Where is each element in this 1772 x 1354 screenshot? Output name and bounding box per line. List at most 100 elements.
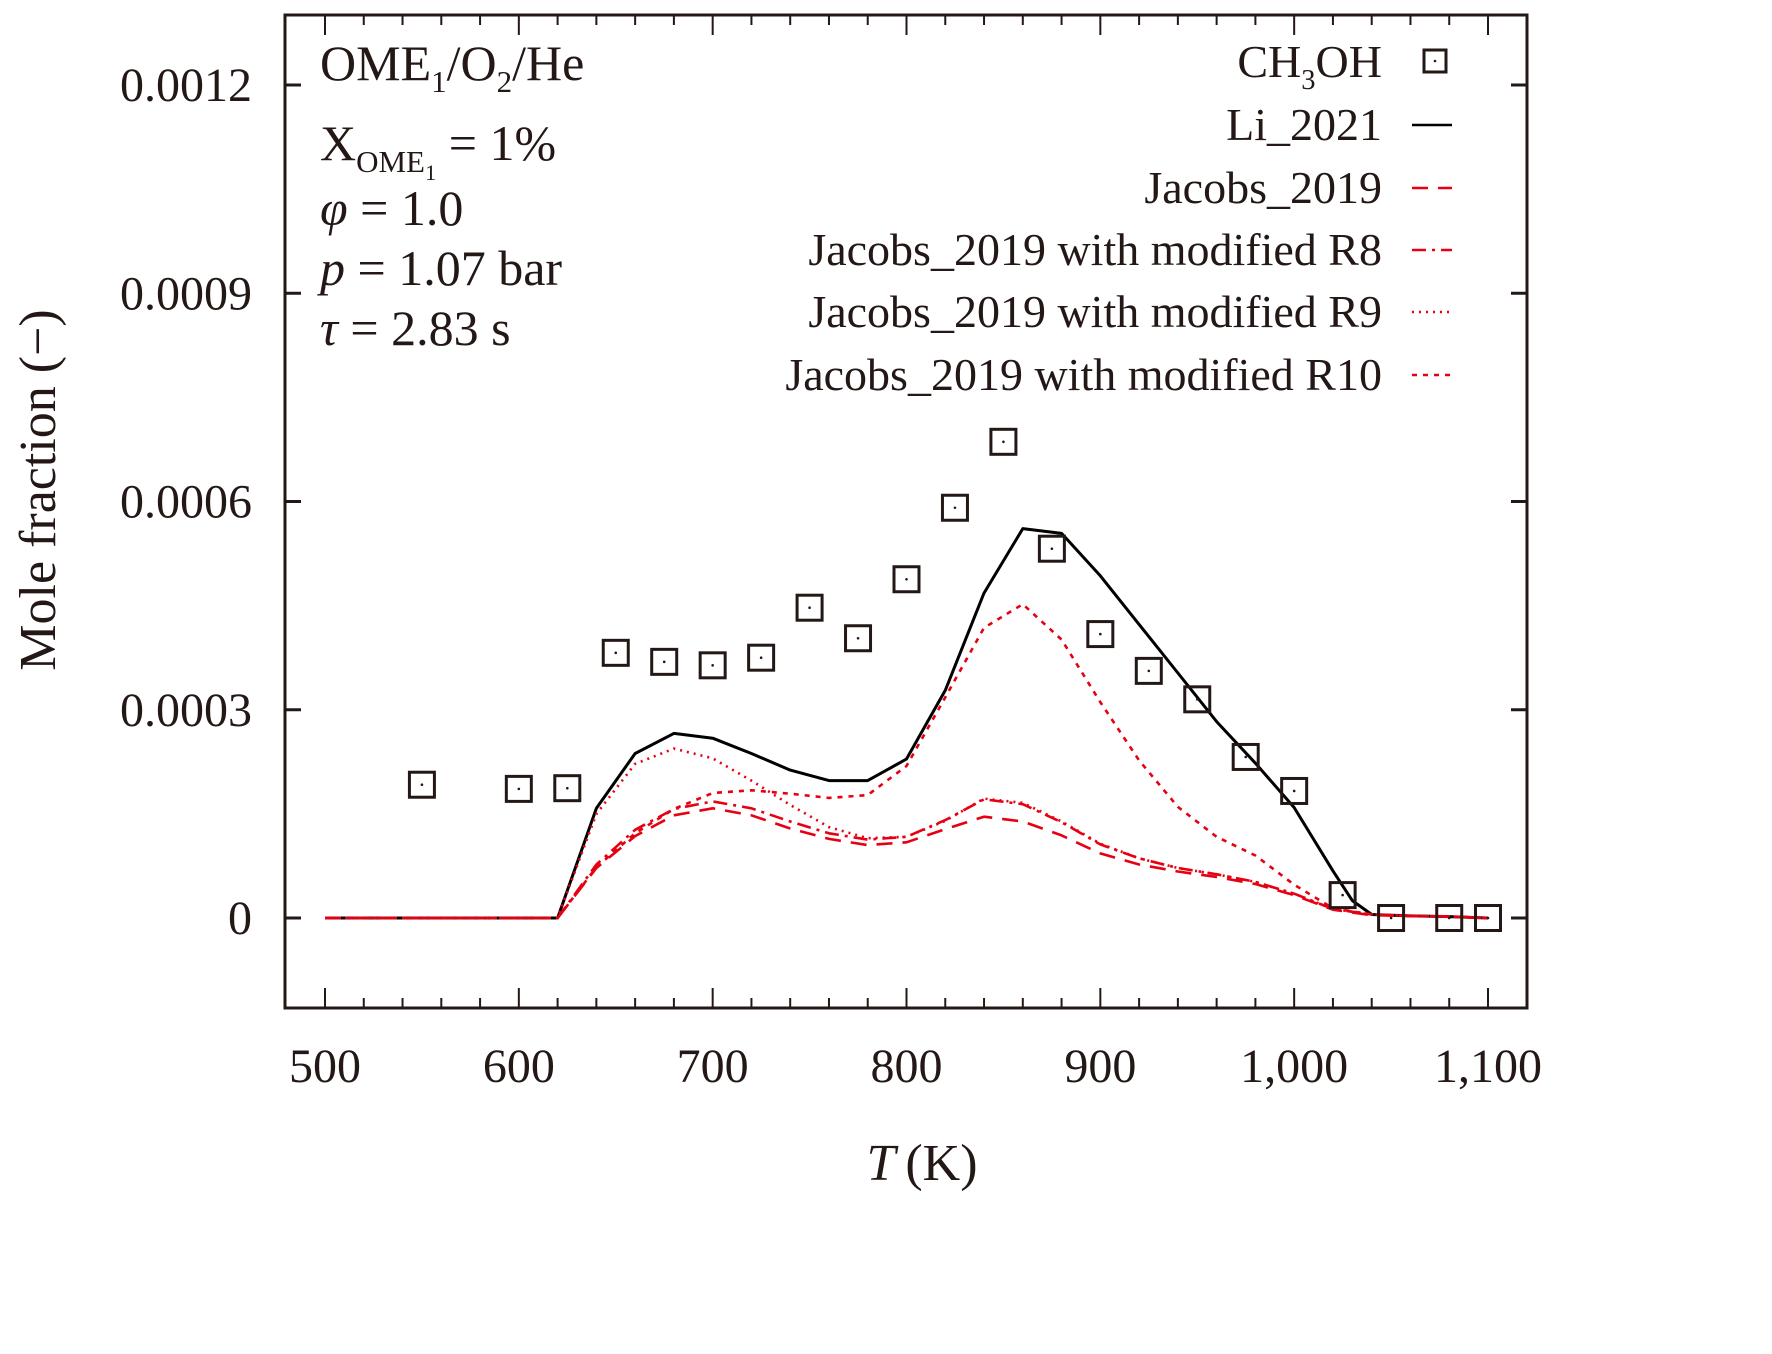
- series-line: [325, 806, 1489, 920]
- legend-item: Jacobs_2019: [1144, 162, 1452, 213]
- x-tick-label: 1,000: [1240, 1040, 1348, 1093]
- series-jacobs-2019-with-modified-r10: [325, 602, 1489, 920]
- legend-label: Li_2021: [1226, 99, 1382, 150]
- text-run: = 1%: [436, 115, 556, 171]
- square-marker: [553, 774, 582, 803]
- square-marker: [1474, 904, 1502, 932]
- data-point: [1377, 904, 1406, 932]
- data-point: [989, 427, 1018, 456]
- data-point: [553, 774, 582, 803]
- marker-center-dot: [856, 636, 860, 640]
- text-run: Jacobs_2019 with modified R9: [808, 286, 1382, 337]
- square-marker: [1134, 656, 1163, 685]
- square-marker: [601, 638, 630, 667]
- data-point: [1086, 620, 1115, 649]
- data-point: [747, 643, 776, 672]
- marker-center-dot: [1341, 893, 1344, 897]
- legend-item: Jacobs_2019 with modified R9: [808, 286, 1452, 337]
- legend-marker-dot: [1433, 59, 1437, 63]
- legend-square-marker: [1422, 48, 1448, 74]
- square-marker: [747, 643, 776, 672]
- marker-center-dot: [905, 577, 908, 581]
- text-run: CH: [1237, 36, 1301, 87]
- marker-center-dot: [420, 783, 424, 787]
- data-point: [892, 565, 921, 594]
- text-run: τ: [320, 300, 340, 356]
- text-run: Jacobs_2019 with modified R10: [785, 349, 1382, 400]
- text-run: φ: [320, 180, 348, 236]
- annotation-x: XOME1 = 1%: [320, 115, 556, 185]
- data-point: [795, 593, 824, 622]
- data-point: [1037, 534, 1066, 563]
- text-run: Jacobs_2019 with modified R8: [808, 224, 1382, 275]
- data-point: [1474, 904, 1502, 932]
- y-tick-labels: 0 0.0003 0.0006 0.0009 0.0012: [120, 59, 252, 945]
- text-run: 1: [425, 160, 436, 185]
- text-run: 1: [431, 64, 447, 99]
- square-marker: [940, 493, 969, 522]
- marker-center-dot: [1292, 789, 1296, 793]
- data-point: [1328, 881, 1357, 910]
- data-point: [504, 774, 533, 803]
- square-marker: [698, 651, 727, 680]
- marker-center-dot: [953, 506, 957, 510]
- square-marker: [1231, 742, 1260, 771]
- data-point: [1183, 685, 1212, 714]
- square-marker: [1377, 904, 1406, 932]
- data-point: [698, 651, 727, 680]
- legend-item: Li_2021: [1226, 99, 1452, 150]
- series-jacobs-2019-with-modified-r9: [325, 747, 1489, 920]
- annotation-mix: OME1/O2/He: [320, 35, 584, 99]
- series-line: [325, 797, 1489, 920]
- marker-center-dot: [1147, 669, 1151, 673]
- text-run: 3: [1301, 65, 1315, 96]
- text-run: Jacobs_2019: [1144, 162, 1382, 213]
- marker-center-dot: [614, 651, 618, 655]
- x-tick-label: 500: [289, 1040, 361, 1093]
- data-point: [1280, 776, 1309, 805]
- legend-label: CH3OH: [1237, 36, 1382, 96]
- data-point: [1435, 904, 1464, 932]
- square-marker: [1183, 685, 1212, 714]
- series-layer: [325, 427, 1502, 932]
- data-point: [407, 770, 436, 799]
- series-line: [325, 527, 1489, 920]
- square-marker: [989, 427, 1018, 456]
- data-point: [1134, 656, 1163, 685]
- marker-center-dot: [1486, 916, 1490, 920]
- square-marker: [844, 624, 873, 653]
- axis-ticks: [285, 15, 1527, 1008]
- square-marker: [1086, 620, 1115, 649]
- text-run: Li_2021: [1226, 99, 1382, 150]
- marker-center-dot: [1389, 916, 1393, 920]
- text-run: X: [320, 115, 356, 171]
- series-ch3oh-markers: [407, 427, 1502, 932]
- y-tick-label: 0.0006: [120, 476, 252, 529]
- x-tick-label: 600: [483, 1040, 555, 1093]
- square-marker: [795, 593, 824, 622]
- marker-center-dot: [1050, 547, 1054, 551]
- text-run: OME: [320, 35, 431, 91]
- legend-item: Jacobs_2019 with modified R8: [808, 224, 1452, 275]
- marker-center-dot: [759, 656, 763, 659]
- square-marker: [1328, 881, 1357, 910]
- text-run: OH: [1316, 36, 1382, 87]
- square-marker: [504, 774, 533, 803]
- text-run: = 1.07 bar: [345, 240, 562, 296]
- x-tick-label: 800: [871, 1040, 943, 1093]
- marker-center-dot: [808, 606, 811, 610]
- square-marker: [650, 647, 679, 676]
- series-jacobs-2019: [325, 806, 1489, 920]
- square-marker: [407, 770, 436, 799]
- series-li-2021: [325, 527, 1489, 920]
- data-point: [940, 493, 969, 522]
- square-marker: [1037, 534, 1066, 563]
- annotation-tau: τ = 2.83 s: [320, 300, 511, 356]
- marker-center-dot: [517, 787, 521, 791]
- y-tick-label: 0: [228, 892, 252, 945]
- y-tick-label: 0.0009: [120, 267, 252, 320]
- legend-item: CH3OH: [1237, 36, 1448, 96]
- x-tick-label: 900: [1064, 1040, 1136, 1093]
- x-tick-labels: 500 600 700 800 900 1,000 1,100: [289, 1040, 1542, 1093]
